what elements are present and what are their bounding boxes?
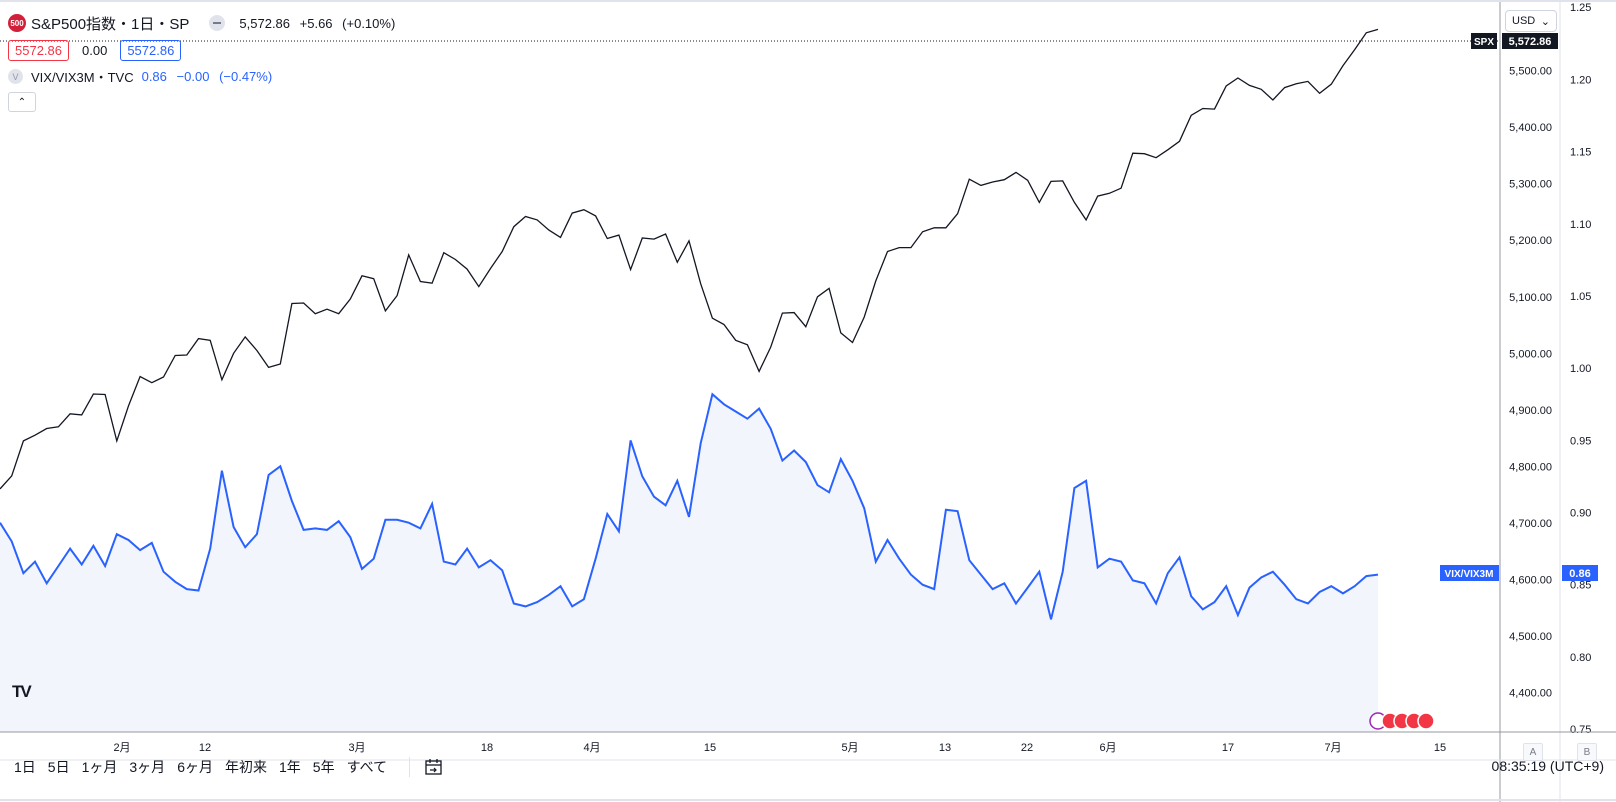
vix-change: −0.00 [176, 69, 210, 84]
time-axis-tick-label: 15 [1434, 742, 1446, 754]
event-markers[interactable] [1369, 712, 1435, 730]
left-axis-tick-label: 4,400.00 [1509, 687, 1552, 699]
bottom-toolbar: 1日 5日 1ヶ月 3ヶ月 6ヶ月 年初来 1年 5年 すべて 08:35:19… [0, 742, 1616, 792]
time-axis-tick-label: 12 [199, 742, 211, 754]
right-axis-tick-label: 0.85 [1570, 580, 1591, 592]
vix-value-tag: 0.86 [1562, 565, 1598, 581]
vix-change-pct: (−0.47%) [219, 69, 273, 84]
left-axis-tick-label: 5,200.00 [1509, 235, 1552, 247]
main-series-row[interactable]: 500 S&P500指数・1日・SP 5,572.86 +5.66 (+0.10… [8, 12, 401, 34]
vix-tag: VIX/VIX3M [1440, 565, 1499, 581]
sell-price-box[interactable]: 5572.86 [8, 40, 69, 61]
vix-value-label: 0.86 [1569, 568, 1590, 580]
vix-series-group [0, 392, 1379, 732]
right-axis-tick-label: 0.95 [1570, 435, 1591, 447]
range-5y[interactable]: 5年 [312, 759, 335, 775]
time-axis-tick-label: 13 [939, 742, 951, 754]
spx-tag-label: SPX [1474, 37, 1494, 48]
vix-values: 0.86 −0.00 (−0.47%) [142, 69, 279, 84]
clock-timezone[interactable]: 08:35:19 (UTC+9) [1491, 758, 1604, 774]
vix-area-fill [0, 394, 1378, 732]
price-summary: 5,572.86 +5.66 (+0.10%) [239, 16, 401, 31]
right-axis-tick-label: 1.20 [1570, 74, 1591, 86]
right-axis-tick-label: 1.05 [1570, 291, 1591, 303]
right-price-axis: 0.75 0.80 0.85 0.90 0.95 1.00 1.05 1.10 1.15 1.20… [1570, 2, 1591, 736]
price-change: +5.66 [299, 15, 333, 31]
time-axis[interactable]: 2月 12 3月 18 4月 15 5月 13 22 6月 17 7月 15 [113, 742, 1446, 754]
last-price: 5,572.86 [239, 15, 291, 31]
range-ytd[interactable]: 年初来 [224, 759, 267, 775]
vix-last: 0.86 [141, 69, 167, 84]
vix-tag-label: VIX/VIX3M [1445, 569, 1494, 580]
market-status-icon[interactable] [209, 15, 226, 31]
range-1d[interactable]: 1日 [14, 759, 36, 775]
time-axis-tick-label: 18 [481, 742, 493, 754]
spx-tag: SPX [1471, 33, 1497, 49]
right-axis-tick-label: 1.10 [1570, 219, 1591, 231]
range-all[interactable]: すべて [346, 759, 388, 775]
spx-series-line[interactable] [0, 28, 1379, 490]
us-flag-icon[interactable] [1417, 712, 1435, 730]
left-price-axis: 4,400.00 4,500.00 4,600.00 4,700.00 4,800.00… [1509, 66, 1552, 700]
left-axis-tick-label: 4,600.00 [1509, 574, 1552, 586]
chevron-down-icon: ⌄ [1540, 15, 1550, 28]
buy-price-box[interactable]: 5572.86 [120, 40, 182, 61]
vix-title[interactable]: VIX/VIX3M・TVC [31, 70, 134, 85]
range-3m[interactable]: 3ヶ月 [129, 759, 166, 775]
time-axis-tick-label: 2月 [113, 742, 130, 754]
time-axis-tick-label: 3月 [348, 742, 365, 754]
left-axis-tick-label: 4,900.00 [1509, 405, 1552, 417]
time-axis-tick-label: 22 [1021, 742, 1033, 754]
left-axis-tick-label: 5,100.00 [1509, 292, 1552, 304]
spx-series-group [0, 28, 1379, 490]
range-5d[interactable]: 5日 [47, 759, 70, 775]
right-axis-tick-label: 1.00 [1570, 363, 1591, 375]
vix-symbol-icon: V [8, 69, 23, 84]
left-axis-tick-label: 4,500.00 [1509, 631, 1552, 643]
right-axis-tick-label: 1.25 [1570, 2, 1591, 14]
go-to-date-button[interactable] [409, 757, 444, 777]
left-axis-tick-label: 5,400.00 [1509, 122, 1552, 134]
left-axis-tick-label: 4,700.00 [1509, 518, 1552, 530]
left-axis-tick-label: 5,500.00 [1509, 66, 1552, 78]
time-axis-tick-label: 7月 [1324, 742, 1341, 754]
vix-series-line[interactable] [0, 392, 1379, 620]
legend-collapse-button[interactable]: ⌃ [8, 92, 36, 112]
currency-label: USD [1512, 15, 1536, 27]
calendar-icon [425, 759, 442, 775]
time-axis-tick-label: 17 [1222, 742, 1234, 754]
left-axis-tick-label: 5,000.00 [1509, 348, 1552, 360]
spx-value-label: 5,572.86 [1509, 36, 1552, 48]
right-axis-tick-label: 0.80 [1570, 652, 1591, 664]
scale-b-button[interactable]: B [1577, 743, 1597, 761]
right-axis-tick-label: 0.90 [1570, 508, 1591, 520]
price-boxes: 5572.86 0.00 5572.86 [8, 40, 401, 61]
left-axis-tick-label: 4,800.00 [1509, 461, 1552, 473]
spread-value: 0.00 [82, 43, 108, 58]
range-1m[interactable]: 1ヶ月 [81, 759, 118, 775]
auto-scale-button[interactable]: A [1523, 743, 1543, 761]
range-1y[interactable]: 1年 [278, 759, 301, 775]
time-axis-tick-label: 6月 [1099, 742, 1116, 754]
range-6m[interactable]: 6ヶ月 [177, 759, 213, 775]
price-axis-area[interactable] [1500, 0, 1616, 732]
chevron-up-icon: ⌃ [17, 96, 27, 108]
right-axis-tick-label: 1.15 [1570, 147, 1591, 159]
time-axis-tick-label: 5月 [841, 742, 858, 754]
tradingview-logo[interactable]: TV [12, 682, 32, 701]
spx-value-tag: 5,572.86 [1502, 33, 1558, 49]
currency-select[interactable]: USD ⌄ [1505, 10, 1557, 32]
time-axis-tick-label: 4月 [583, 742, 600, 754]
symbol-logo-icon: 500 [8, 14, 26, 32]
symbol-title[interactable]: S&P500指数・1日・SP [31, 15, 190, 33]
vix-series-row[interactable]: V VIX/VIX3M・TVC 0.86 −0.00 (−0.47%) [8, 67, 401, 86]
right-axis-tick-label: 0.75 [1570, 724, 1591, 736]
chart-legend: 500 S&P500指数・1日・SP 5,572.86 +5.66 (+0.10… [8, 12, 401, 112]
left-axis-tick-label: 5,300.00 [1509, 179, 1552, 191]
time-axis-tick-label: 15 [704, 742, 716, 754]
price-change-pct: (+0.10%) [342, 15, 396, 31]
